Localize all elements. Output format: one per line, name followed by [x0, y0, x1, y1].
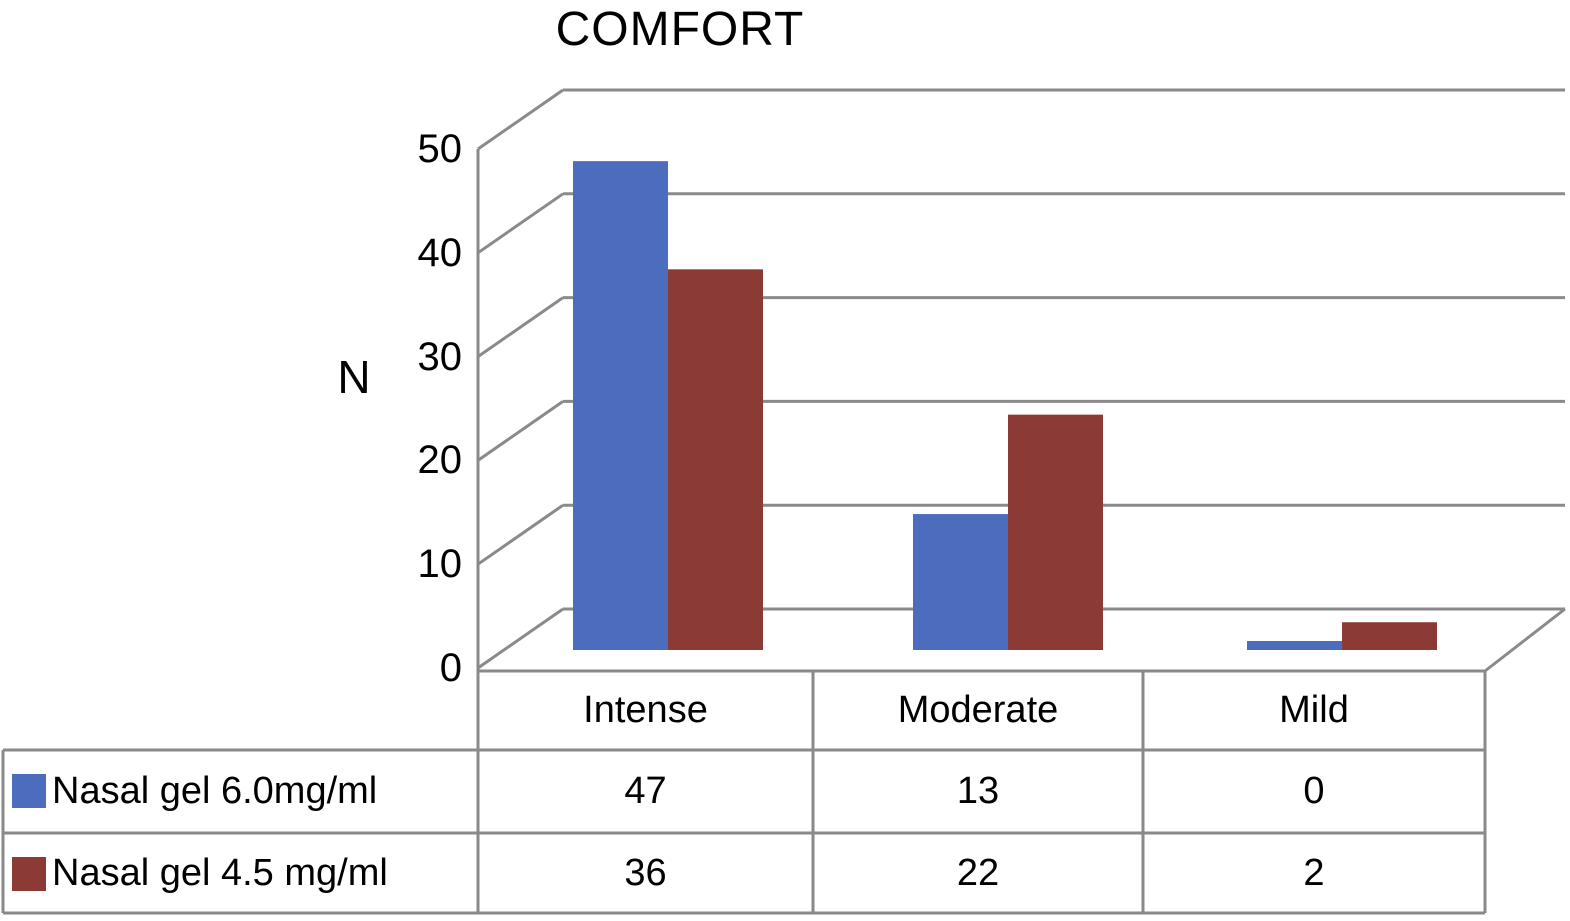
bar-moderate-series2 [1008, 414, 1103, 650]
bar-mild-series1 [1247, 641, 1342, 650]
gridline-depth-50 [477, 88, 564, 151]
table-value-series1-intense: 47 [624, 770, 667, 812]
table-value-series1-moderate: 13 [956, 770, 1000, 812]
y-tick-label-30: 30 [417, 334, 463, 379]
y-tick-label-40: 40 [417, 230, 463, 275]
legend-label-series1: Nasal gel 6.0mg/ml [52, 770, 378, 812]
gridline-depth-10 [477, 503, 564, 566]
category-label-mild: Mild [1279, 689, 1349, 731]
category-label-moderate: Moderate [897, 689, 1059, 731]
gridline-depth-30 [477, 296, 564, 358]
bar-intense-series2 [668, 269, 763, 650]
y-axis-title: N [337, 351, 371, 403]
gridline-depth-0 [477, 607, 564, 670]
table-value-series1-mild: 0 [1303, 770, 1325, 812]
y-tick-label-20: 20 [417, 438, 463, 483]
y-tick-label-10: 10 [417, 542, 463, 587]
gridline-depth-40 [477, 192, 564, 255]
table-value-series2-intense: 36 [624, 852, 667, 894]
legend-swatch-series1 [12, 774, 46, 808]
category-label-intense: Intense [583, 689, 708, 731]
table-value-series2-moderate: 22 [956, 852, 1000, 894]
gridline-depth-20 [477, 400, 564, 462]
chart-title: COMFORT [555, 3, 805, 56]
legend-swatch-series2 [12, 857, 46, 891]
bar-mild-series2 [1342, 622, 1437, 650]
y-tick-label-0: 0 [439, 646, 462, 690]
bar-moderate-series1 [913, 514, 1008, 650]
table-value-series2-mild: 2 [1303, 852, 1325, 894]
y-tick-label-50: 50 [417, 127, 463, 171]
floor-right-edge [1484, 607, 1566, 673]
bar-intense-series1 [573, 161, 668, 650]
legend-label-series2: Nasal gel 4.5 mg/ml [52, 852, 388, 894]
